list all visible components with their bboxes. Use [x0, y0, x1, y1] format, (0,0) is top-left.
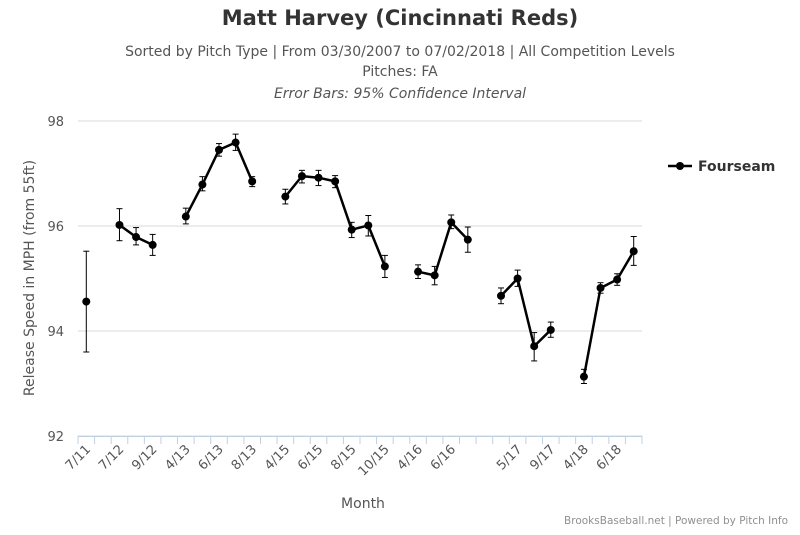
x-tick-label: 6/18	[594, 442, 625, 473]
x-tick-label: 4/15	[262, 442, 293, 473]
legend-label: Fourseam	[698, 159, 775, 175]
data-point	[430, 271, 439, 280]
data-point	[463, 235, 472, 244]
x-tick-label: 10/15	[356, 442, 393, 479]
y-tick-label: 98	[47, 115, 64, 130]
x-tick-label: 9/12	[129, 442, 160, 473]
data-point	[380, 262, 389, 271]
data-point	[198, 180, 207, 189]
data-point	[596, 283, 605, 292]
x-tick-label: 6/15	[295, 442, 326, 473]
chart-title: Matt Harvey (Cincinnati Reds)	[221, 6, 579, 30]
series-line	[582, 250, 635, 377]
x-tick-label: 8/13	[229, 442, 260, 473]
x-tick-label: 9/17	[527, 442, 558, 473]
x-tick-label: 4/18	[561, 442, 592, 473]
x-tick-label: 6/16	[428, 442, 459, 473]
data-point	[314, 173, 323, 182]
grid-lines	[78, 120, 642, 437]
chart-subtitle: Sorted by Pitch Type | From 03/30/2007 t…	[125, 44, 675, 60]
data-point	[546, 325, 555, 334]
data-point	[364, 221, 373, 230]
y-tick-label: 94	[47, 325, 64, 340]
series-fourseam[interactable]	[82, 133, 638, 384]
x-tick-label: 4/16	[395, 442, 426, 473]
chart-subtitle-error-bars: Error Bars: 95% Confidence Interval	[273, 86, 527, 102]
data-point	[297, 172, 306, 181]
y-tick-label: 96	[47, 220, 64, 235]
data-point	[82, 297, 91, 306]
x-tick-label: 6/13	[196, 442, 227, 473]
y-axis-title: Release Speed in MPH (from 55ft)	[22, 160, 38, 396]
x-tick-label: 7/12	[96, 442, 127, 473]
credits[interactable]: BrooksBaseball.net | Powered by Pitch In…	[564, 515, 788, 527]
data-point	[281, 192, 290, 201]
data-point	[414, 267, 423, 276]
series-line	[284, 174, 387, 267]
data-point	[132, 233, 141, 242]
data-point	[629, 247, 638, 256]
series-line	[417, 221, 469, 277]
legend-marker	[676, 162, 684, 170]
data-point	[215, 145, 223, 154]
data-point	[148, 240, 157, 249]
x-tick-label: 4/13	[162, 442, 193, 473]
x-tick-label: 7/11	[63, 442, 94, 473]
y-tick-label: 92	[47, 430, 64, 445]
data-point	[530, 342, 539, 351]
data-point	[248, 177, 257, 186]
axes: 92 94 96 98 7/11 7/12 9/12 4/13 6/13 8/13 4/15 6/15…	[47, 115, 643, 479]
series-line	[500, 277, 552, 348]
data-point	[115, 220, 124, 229]
data-point	[513, 274, 522, 283]
data-point	[231, 138, 240, 147]
data-point	[447, 218, 456, 227]
data-point	[613, 275, 622, 284]
x-axis-title: Month	[341, 496, 385, 512]
chart-subtitle-pitches: Pitches: FA	[362, 64, 438, 80]
data-point	[331, 177, 340, 186]
data-point	[579, 372, 588, 381]
data-point	[181, 212, 190, 221]
x-tick-label: 5/17	[494, 442, 525, 473]
data-point	[497, 291, 505, 300]
data-point	[347, 225, 356, 234]
legend[interactable]: Fourseam	[668, 159, 775, 175]
